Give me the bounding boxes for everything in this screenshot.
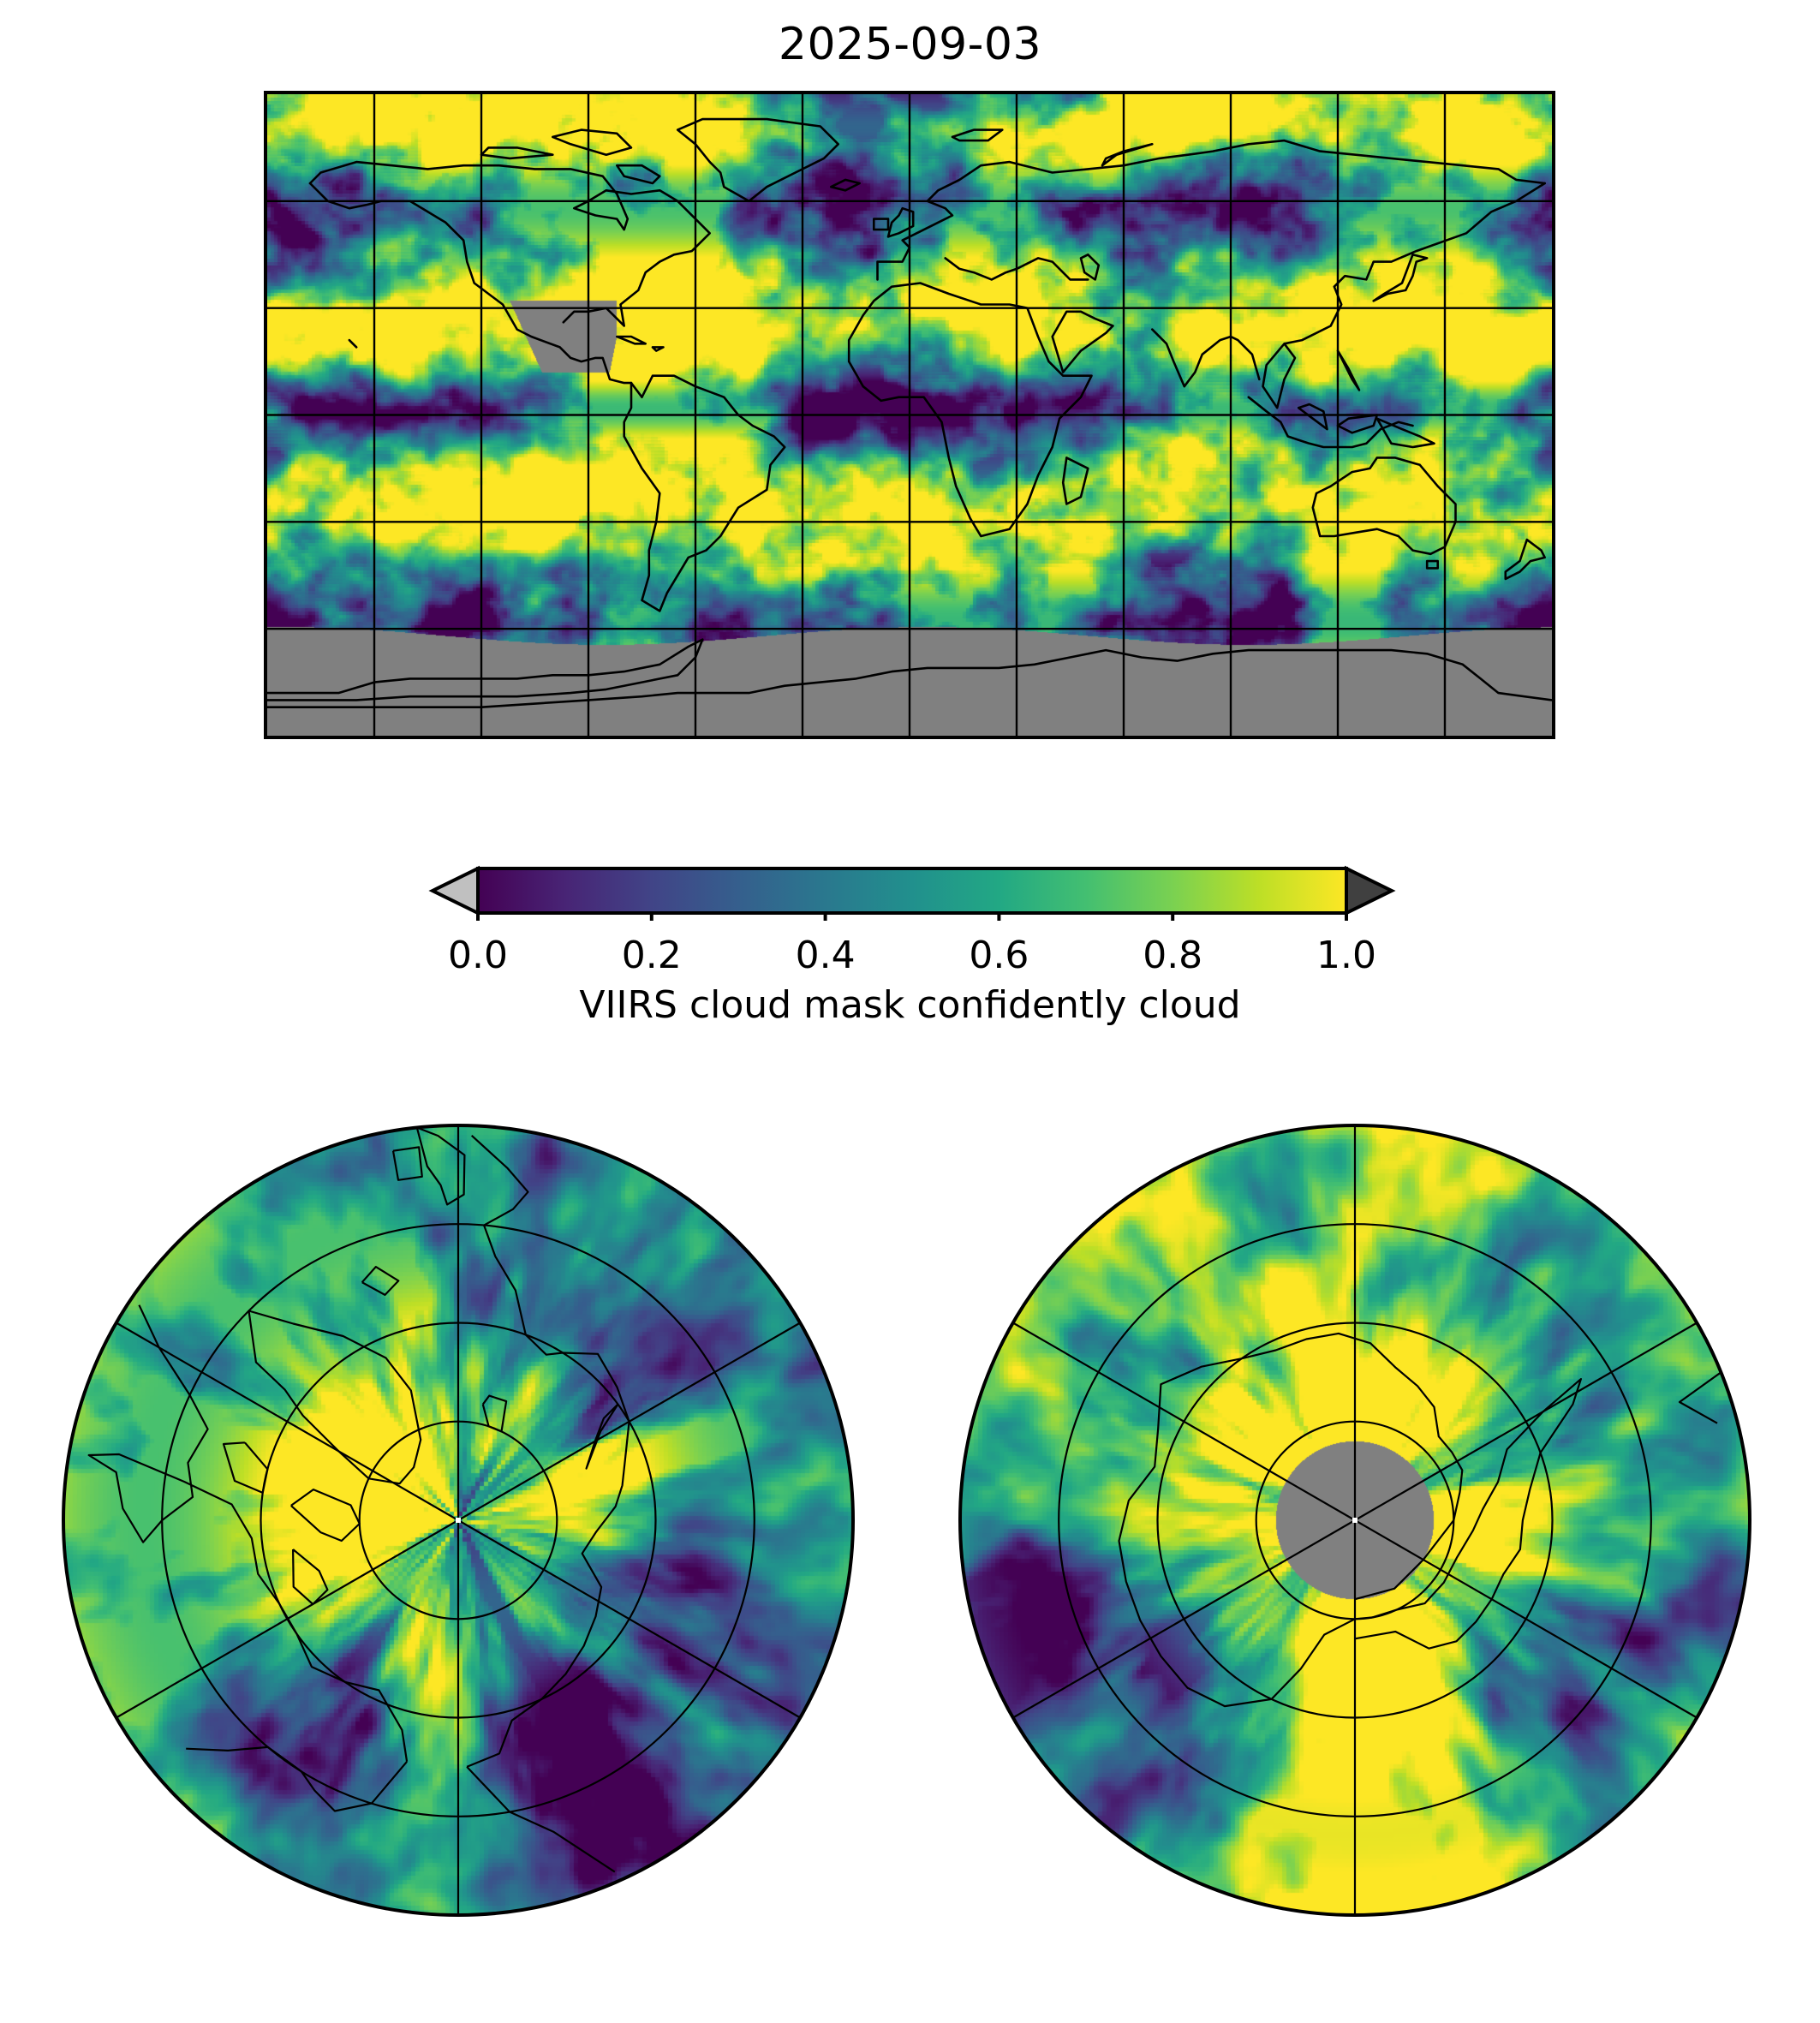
- colorbar-gradient-bar: [476, 867, 1348, 915]
- north-polar-boundary: [62, 1124, 855, 1917]
- global-map-overlay: [267, 94, 1552, 736]
- north-polar-gridlines: [116, 1125, 801, 1915]
- colorbar-ticks: [476, 913, 1348, 921]
- colorbar-tick-label: 0.0: [448, 934, 508, 977]
- colorbar-label: VIIRS cloud mask confidently cloud: [579, 983, 1241, 1027]
- south-polar-coastlines: [1118, 1332, 1722, 1708]
- colorbar-tick-label: 0.6: [969, 934, 1029, 977]
- south-polar-boundary: [958, 1124, 1751, 1917]
- south-polar-map-panel: [957, 1122, 1753, 1919]
- page-title: 2025-09-03: [778, 19, 1042, 70]
- colorbar-tick-label: 1.0: [1316, 934, 1376, 977]
- north-pole-marker: [456, 1518, 461, 1523]
- south-polar-gridlines: [1012, 1125, 1698, 1915]
- north-polar-overlay: [62, 1124, 855, 1917]
- north-polar-coastlines: [87, 1126, 630, 1873]
- colorbar-under-extend-arrow: [428, 865, 480, 916]
- colorbar-tick-label: 0.2: [621, 934, 682, 977]
- colorbar-over-extend-arrow: [1345, 865, 1396, 916]
- global-map-panel: [264, 91, 1555, 739]
- global-map-gridlines: [267, 94, 1552, 736]
- south-pole-marker: [1352, 1518, 1358, 1523]
- colorbar-tick-label: 0.4: [795, 934, 856, 977]
- south-polar-overlay: [958, 1124, 1751, 1917]
- north-polar-map-panel: [60, 1122, 856, 1919]
- colorbar-tick-labels: 0.0 0.2 0.4 0.6 0.8 1.0: [0, 934, 1820, 985]
- colorbar[interactable]: [424, 861, 1400, 921]
- colorbar-tick-label: 0.8: [1143, 934, 1203, 977]
